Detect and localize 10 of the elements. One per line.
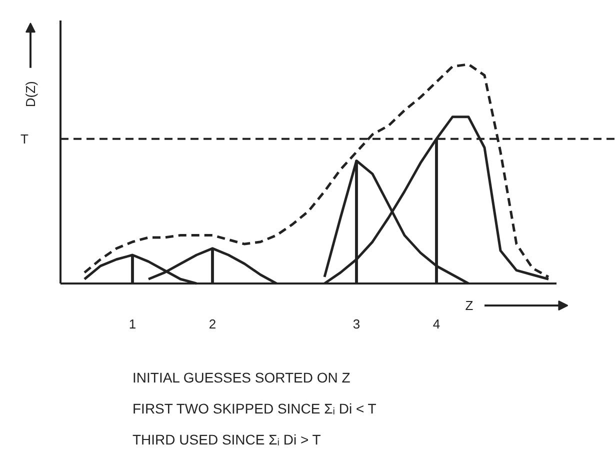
x-axis-title: Z	[465, 298, 474, 313]
ref-line-label: T	[20, 131, 28, 146]
x-tick-label: 4	[432, 316, 440, 332]
text: THIRD USED SINCE Σᵢ Di > T	[132, 432, 322, 448]
x-tick-label: 1	[128, 316, 136, 332]
x-tick-label: 3	[352, 316, 360, 332]
x-tick-label: 2	[208, 316, 216, 332]
text: FIRST TWO SKIPPED SINCE Σᵢ Di < T	[132, 400, 377, 416]
y-axis-title: D(Z)	[23, 81, 38, 108]
text: INITIAL GUESSES SORTED ON Z	[132, 370, 351, 386]
